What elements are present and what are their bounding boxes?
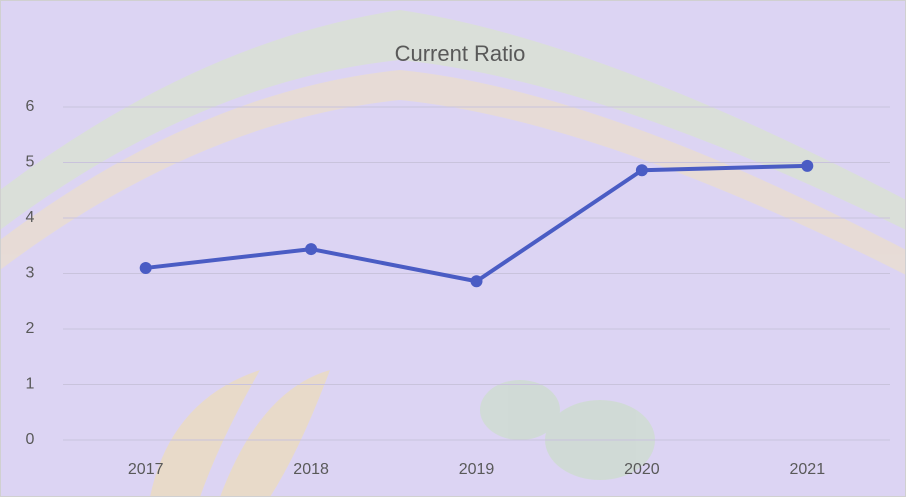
y-tick-label: 6 <box>26 98 35 115</box>
y-tick-label: 1 <box>26 376 35 393</box>
data-point <box>305 243 317 255</box>
x-tick-label: 2019 <box>459 461 495 478</box>
x-tick-label: 2017 <box>128 461 164 478</box>
chart: Current Ratio 0 1 2 3 4 5 6 2017 2018 2019 2020 202… <box>0 0 906 497</box>
data-point <box>801 160 813 172</box>
data-point <box>471 275 483 287</box>
x-tick-label: 2018 <box>293 461 329 478</box>
data-point <box>636 164 648 176</box>
y-tick-label: 3 <box>26 265 35 282</box>
x-tick-label: 2021 <box>790 461 826 478</box>
chart-title: Current Ratio <box>395 41 526 66</box>
y-tick-label: 0 <box>26 431 35 448</box>
data-point <box>140 262 152 274</box>
y-tick-label: 4 <box>26 209 35 226</box>
chart-background <box>0 0 906 497</box>
y-tick-label: 5 <box>26 154 35 171</box>
x-tick-label: 2020 <box>624 461 660 478</box>
y-tick-label: 2 <box>26 320 35 337</box>
